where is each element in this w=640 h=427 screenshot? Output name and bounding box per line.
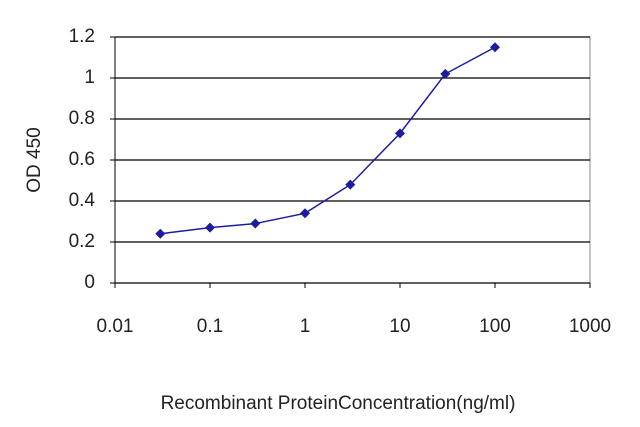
x-axis-label: Recombinant ProteinConcentration(ng/ml) — [161, 393, 516, 414]
y-tick-label: 0.8 — [69, 108, 95, 129]
y-tick-label: 1 — [84, 67, 95, 88]
y-tick-label: 0.2 — [69, 231, 95, 252]
x-tick-label: 1 — [300, 316, 311, 337]
data-point — [490, 42, 500, 53]
y-tick-label: 0 — [84, 272, 95, 293]
x-tick-label: 0.01 — [97, 316, 134, 337]
data-point — [250, 218, 261, 229]
data-point — [155, 228, 166, 239]
x-tick-label: 0.1 — [197, 316, 223, 337]
x-tick-label: 1000 — [569, 316, 611, 337]
data-point — [300, 208, 310, 219]
data-point — [395, 128, 405, 139]
y-axis-label: OD 450 — [24, 127, 45, 192]
data-line — [160, 46, 496, 235]
data-point — [440, 68, 451, 79]
data-point — [345, 179, 356, 190]
y-tick-label: 1.2 — [69, 26, 95, 47]
y-tick-label: 0.4 — [69, 190, 96, 211]
y-tick-label: 0.6 — [69, 149, 95, 170]
x-tick-label: 100 — [479, 316, 511, 337]
x-tick-label: 10 — [389, 316, 410, 337]
data-point — [205, 222, 215, 233]
